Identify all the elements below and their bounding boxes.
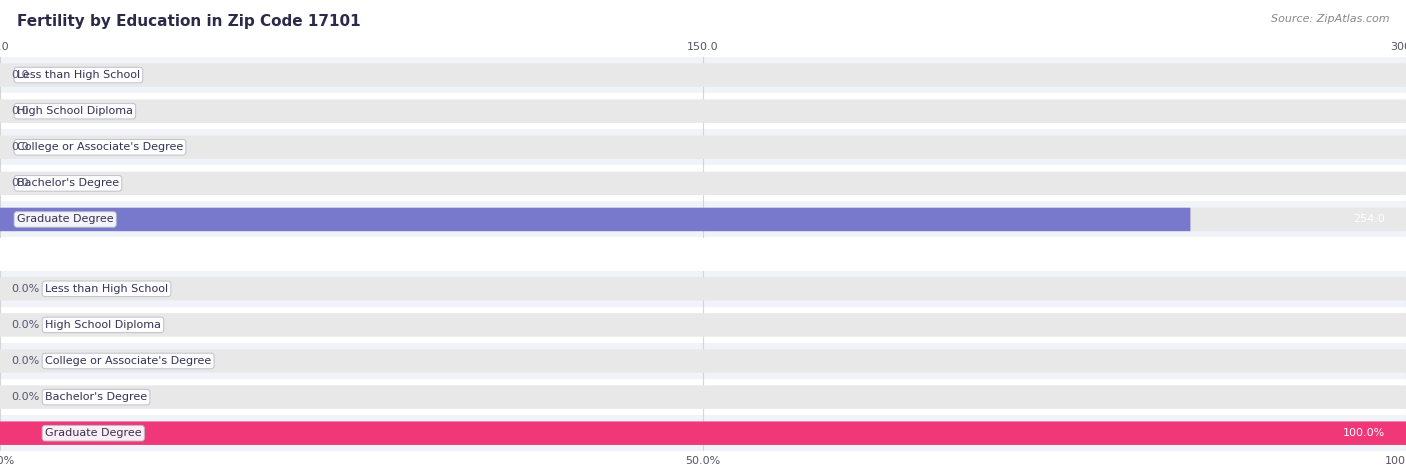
FancyBboxPatch shape [0,208,1191,231]
Text: 0.0: 0.0 [11,142,30,152]
Text: High School Diploma: High School Diploma [17,106,134,116]
Text: 0.0: 0.0 [11,178,30,189]
FancyBboxPatch shape [0,63,1406,87]
Text: College or Associate's Degree: College or Associate's Degree [45,356,211,366]
Text: High School Diploma: High School Diploma [45,320,162,330]
Text: 0.0: 0.0 [11,106,30,116]
Text: 0.0: 0.0 [11,70,30,80]
Text: College or Associate's Degree: College or Associate's Degree [17,142,183,152]
Bar [0,271,1406,307]
Text: 254.0: 254.0 [1353,214,1385,225]
FancyBboxPatch shape [0,99,1406,123]
FancyBboxPatch shape [0,421,1406,445]
Bar [0,201,1406,238]
Text: 100.0%: 100.0% [1343,428,1385,438]
Text: 0.0%: 0.0% [11,356,39,366]
Bar [0,307,1406,343]
FancyBboxPatch shape [0,313,1406,337]
Bar [0,415,1406,451]
Bar [0,343,1406,379]
FancyBboxPatch shape [0,277,1406,301]
Bar [0,57,1406,93]
Text: Bachelor's Degree: Bachelor's Degree [17,178,120,189]
Bar [0,129,1406,165]
Text: 0.0%: 0.0% [11,320,39,330]
Text: Graduate Degree: Graduate Degree [45,428,142,438]
FancyBboxPatch shape [0,135,1406,159]
Bar [0,379,1406,415]
Text: Fertility by Education in Zip Code 17101: Fertility by Education in Zip Code 17101 [17,14,360,29]
Text: Less than High School: Less than High School [17,70,141,80]
Text: Source: ZipAtlas.com: Source: ZipAtlas.com [1271,14,1389,24]
Text: Less than High School: Less than High School [45,284,169,294]
Text: Graduate Degree: Graduate Degree [17,214,114,225]
Bar [0,165,1406,201]
Text: Bachelor's Degree: Bachelor's Degree [45,392,148,402]
Bar [0,93,1406,129]
Text: 0.0%: 0.0% [11,392,39,402]
FancyBboxPatch shape [0,421,1406,445]
FancyBboxPatch shape [0,208,1406,231]
FancyBboxPatch shape [0,349,1406,373]
Text: 0.0%: 0.0% [11,284,39,294]
FancyBboxPatch shape [0,385,1406,409]
FancyBboxPatch shape [0,171,1406,195]
